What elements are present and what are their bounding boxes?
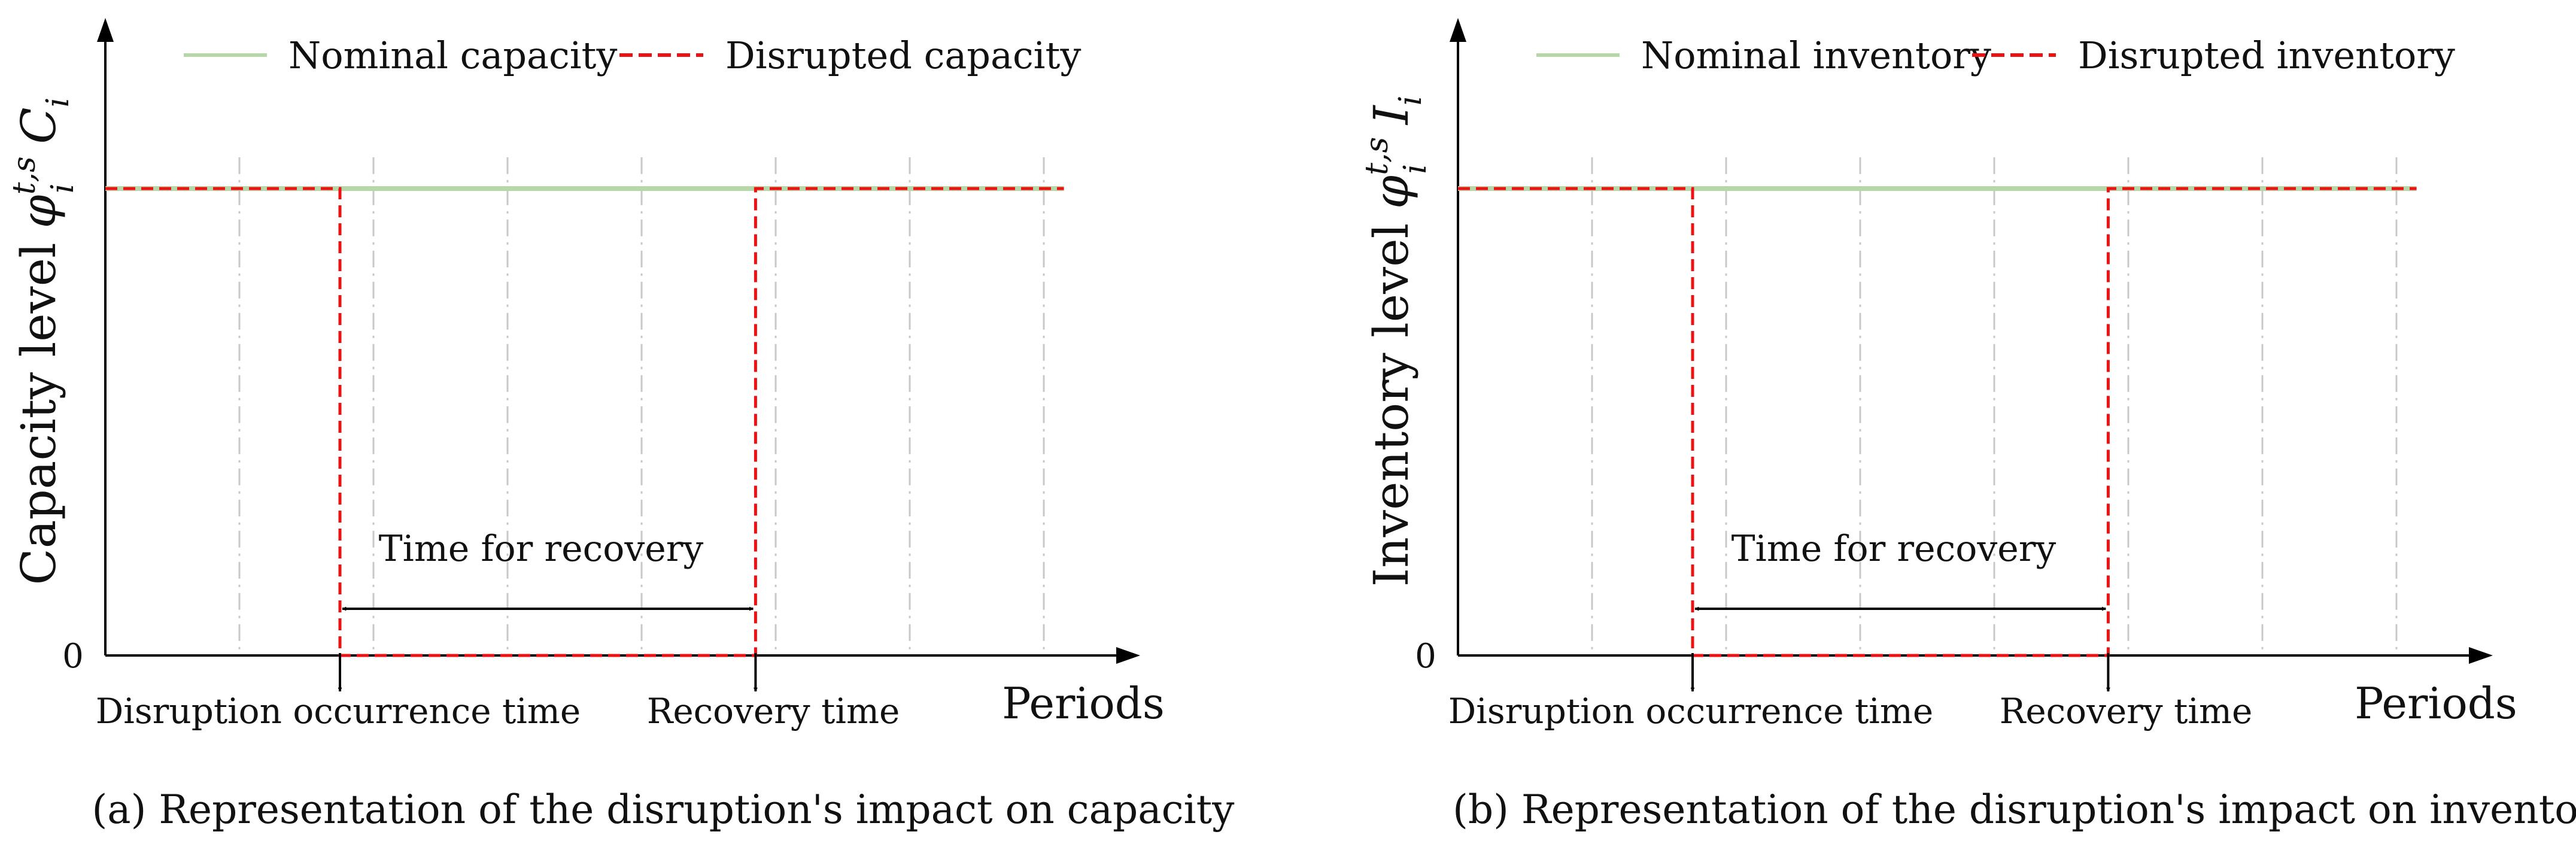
panel-capacity: 0 Periods Disruption occurrence time Rec…: [7, 18, 1235, 833]
y-axis-label-sup: t,s: [7, 156, 42, 195]
y-axis-label-sub: i: [1398, 164, 1433, 174]
disruption-time-label: Disruption occurrence time: [1448, 691, 1933, 731]
grid-lines: [1591, 157, 2398, 655]
recovery-time-label: Recovery time: [647, 691, 900, 731]
series: [105, 186, 1064, 657]
legend: Nominal capacity Disrupted capacity: [184, 34, 1081, 77]
disruption-time-label: Disruption occurrence time: [96, 691, 581, 731]
time-for-recovery-label: Time for recovery: [379, 528, 704, 570]
y-axis-label-var: I: [1363, 105, 1419, 126]
panel-caption: (b) Representation of the disruption's i…: [1453, 787, 2576, 833]
x-axis-arrow: [2469, 647, 2493, 664]
y-axis-label-text: Inventory level: [1363, 223, 1419, 587]
panel-caption: (a) Representation of the disruption's i…: [92, 787, 1235, 833]
y-axis-label-var-sub: i: [1393, 96, 1429, 106]
y-axis-label: Capacity levelφt,siCi: [7, 98, 81, 585]
legend: Nominal inventory Disrupted inventory: [1536, 34, 2455, 77]
time-for-recovery-label: Time for recovery: [1731, 528, 2056, 570]
y-axis-label-sup: t,s: [1359, 137, 1395, 175]
recovery-time-label: Recovery time: [2000, 691, 2253, 731]
y-axis-label-symbol: φ: [1363, 175, 1419, 209]
legend-disrupted-label: Disrupted capacity: [725, 34, 1081, 77]
panel-inventory: 0 Periods Disruption occurrence time Rec…: [1359, 18, 2576, 833]
y-axis-label-symbol: φ: [11, 195, 66, 228]
legend-nominal-label: Nominal capacity: [288, 34, 617, 77]
legend-nominal-label: Nominal inventory: [1641, 34, 1991, 77]
y-axis-label-var-sub: i: [40, 98, 76, 108]
legend-disrupted-label: Disrupted inventory: [2078, 34, 2455, 77]
x-axis-label: Periods: [2355, 678, 2517, 728]
zero-tick-label: 0: [1415, 637, 1436, 676]
y-axis-label: Inventory levelφt,siIi: [1359, 96, 1433, 587]
series-disrupted-line: [105, 187, 1064, 657]
x-axis-label: Periods: [1002, 678, 1165, 728]
series: [1458, 186, 2417, 657]
series-disrupted-line: [1458, 187, 2417, 657]
grid-lines: [238, 157, 1045, 655]
y-axis-arrow: [97, 18, 114, 42]
y-axis-label-sub: i: [45, 184, 81, 194]
x-axis-arrow: [1116, 647, 1140, 664]
y-axis-arrow: [1450, 18, 1466, 42]
y-axis-label-var: C: [11, 107, 66, 144]
y-axis-label-text: Capacity level: [11, 242, 66, 585]
zero-tick-label: 0: [62, 637, 84, 676]
